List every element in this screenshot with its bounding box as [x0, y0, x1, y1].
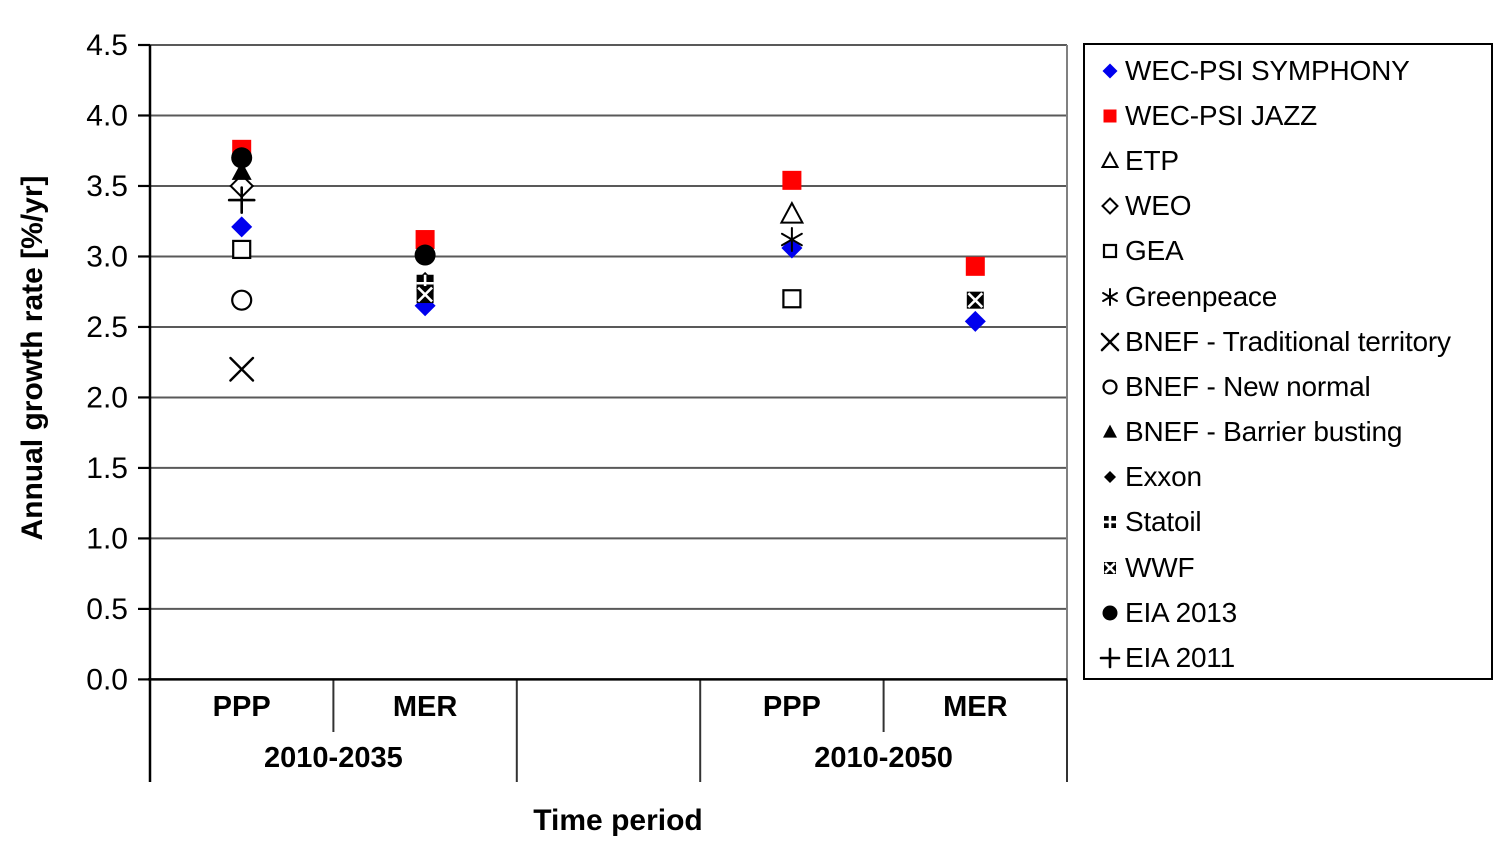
point-bnef-barrier-busting-slot0 [231, 161, 252, 180]
legend-label: WWF [1125, 551, 1195, 583]
square-filled-icon [1095, 103, 1125, 129]
y-tick-label: 4.0 [86, 99, 128, 132]
legend-label: Exxon [1125, 461, 1202, 493]
y-tick-label: 3.0 [86, 240, 128, 273]
point-wec-psi-jazz-slot3 [782, 170, 802, 190]
asterisk-icon [1095, 284, 1125, 310]
triangle-filled-icon [1095, 419, 1125, 445]
point-eia-2013-slot0 [231, 147, 253, 169]
category-group-label: 2010-2050 [814, 742, 953, 774]
circle-open-icon [1095, 374, 1125, 400]
point-eia-2013-slot1 [414, 244, 436, 266]
circle-filled-icon [1095, 600, 1125, 626]
legend-item-gea: GEA [1085, 229, 1491, 274]
y-tick-label: 1.0 [86, 522, 128, 555]
x-axis-title: Time period [533, 804, 703, 837]
legend-label: EIA 2011 [1125, 642, 1235, 674]
point-wec-psi-symphony-slot4 [964, 310, 986, 332]
point-wec-psi-jazz-slot4 [965, 256, 985, 276]
legend-label: WEC-PSI SYMPHONY [1125, 54, 1410, 86]
legend-item-bnef-new-normal: BNEF - New normal [1085, 364, 1491, 409]
legend: WEC-PSI SYMPHONY WEC-PSI JAZZ ETP WEO GEA Gre… [1083, 43, 1493, 680]
point-wwf-slot4 [966, 291, 984, 309]
legend-item-etp: ETP [1085, 138, 1491, 183]
legend-item-statoil: Statoil [1085, 500, 1491, 545]
square-quad-icon [1095, 509, 1125, 535]
diamond-small-filled-icon [1095, 464, 1125, 490]
point-bnef-traditional-territory-slot0 [229, 356, 255, 382]
legend-label: BNEF - Barrier busting [1125, 416, 1403, 448]
legend-label: GEA [1125, 235, 1184, 267]
legend-item-bnef-barrier-busting: BNEF - Barrier busting [1085, 410, 1491, 455]
point-gea-slot0 [232, 239, 252, 260]
y-tick-label: 1.5 [86, 452, 128, 485]
legend-label: WEC-PSI JAZZ [1125, 99, 1318, 131]
category-group-label: 2010-2035 [264, 742, 403, 774]
legend-label: BNEF - Traditional territory [1125, 325, 1451, 357]
category-label: MER [393, 691, 458, 723]
legend-label: BNEF - New normal [1125, 370, 1371, 402]
y-tick-label: 0.0 [86, 663, 128, 696]
legend-label: WEO [1125, 190, 1192, 222]
legend-item-wwf: WWF [1085, 545, 1491, 590]
plus-icon [1095, 645, 1125, 671]
square-x-icon [1095, 555, 1125, 581]
y-axis-title: Annual growth rate [%/yr] [16, 175, 49, 541]
point-gea-slot3 [782, 289, 802, 309]
point-eia-2011-slot0 [227, 186, 256, 214]
y-tick-label: 2.5 [86, 311, 128, 344]
x-icon [1095, 329, 1125, 355]
point-wec-psi-jazz-slot1 [415, 230, 435, 250]
category-label: PPP [763, 691, 821, 723]
y-tick-label: 0.5 [86, 593, 128, 626]
legend-item-eia-2011: EIA 2011 [1085, 635, 1491, 680]
legend-item-eia-2013: EIA 2013 [1085, 590, 1491, 635]
legend-item-wec-psi-jazz: WEC-PSI JAZZ [1085, 93, 1491, 138]
category-label: MER [943, 691, 1008, 723]
legend-item-exxon: Exxon [1085, 455, 1491, 500]
diamond-open-icon [1095, 193, 1125, 219]
point-wec-psi-symphony-slot0 [231, 216, 253, 238]
y-tick-label: 3.5 [86, 170, 128, 203]
diamond-filled-icon [1095, 58, 1125, 84]
point-etp-slot3 [779, 201, 805, 224]
square-open-icon [1095, 238, 1125, 264]
y-tick-label: 4.5 [86, 29, 128, 62]
point-bnef-new-normal-slot0 [231, 289, 253, 311]
triangle-open-icon [1095, 148, 1125, 174]
y-tick-label: 2.0 [86, 381, 128, 414]
legend-label: ETP [1125, 144, 1179, 176]
point-wwf-slot1 [416, 286, 434, 304]
legend-label: Statoil [1125, 506, 1202, 538]
legend-label: EIA 2013 [1125, 596, 1238, 628]
legend-item-greenpeace: Greenpeace [1085, 274, 1491, 319]
legend-label: Greenpeace [1125, 280, 1278, 312]
legend-item-bnef-traditional-territory: BNEF - Traditional territory [1085, 319, 1491, 364]
category-label: PPP [213, 691, 271, 723]
legend-item-weo: WEO [1085, 184, 1491, 229]
point-greenpeace-slot3 [780, 227, 803, 253]
legend-item-wec-psi-symphony: WEC-PSI SYMPHONY [1085, 48, 1491, 93]
